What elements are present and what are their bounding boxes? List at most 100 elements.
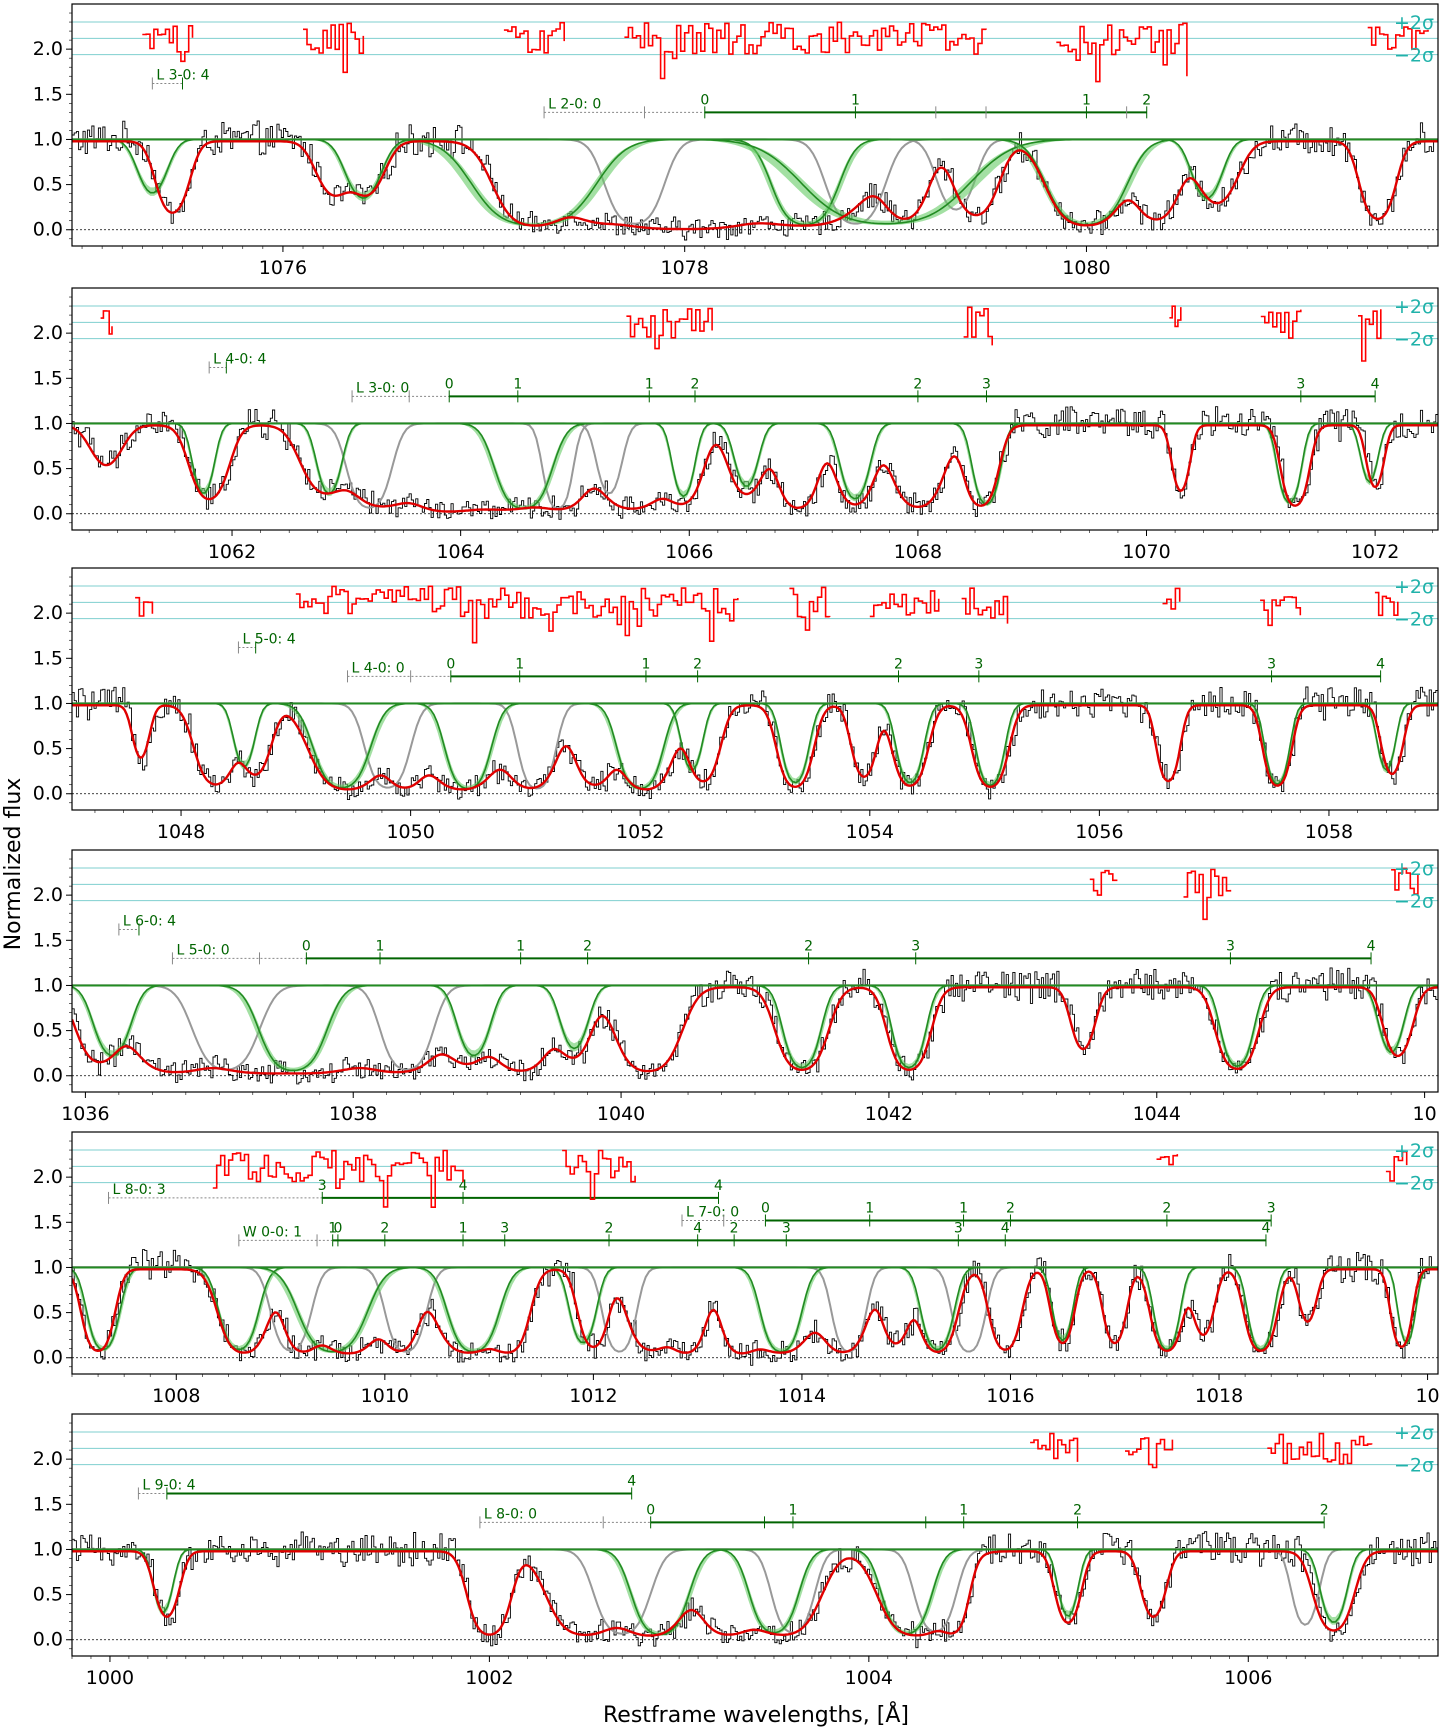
component-band xyxy=(72,1267,1438,1352)
line-system-2: L 4-0: 0 0 1 1 2 2 3 3 4 xyxy=(346,656,1385,683)
component-profile xyxy=(72,1266,1438,1351)
sigma-minus-label: −2σ xyxy=(1394,1173,1434,1195)
other-profile xyxy=(72,1266,1438,1352)
x-tick-label: 10 xyxy=(1413,1103,1437,1125)
sigma-minus-label: −2σ xyxy=(1394,45,1434,67)
system-tick-label: 4 xyxy=(627,1473,636,1489)
system-tick-label: 2 xyxy=(1073,1502,1082,1518)
panel-4: L 6-0: 4L 5-0: 0 0 1 1 2 2 3 3 4 +2σ −2σ 0.0 0.5 1.0 1… xyxy=(33,849,1439,1125)
total-model xyxy=(72,1550,1438,1637)
system-tick-label: 3 xyxy=(318,1178,327,1194)
system-tick-label: 1 xyxy=(959,1502,968,1518)
residual-segment xyxy=(1030,1432,1079,1462)
residual-segment xyxy=(869,590,940,618)
component-profile xyxy=(72,702,1438,787)
system-tick-label: 4 xyxy=(1367,938,1376,954)
panel-frame xyxy=(71,1413,1439,1657)
system-label: L 3-0: 4 xyxy=(156,67,209,83)
panel-plot-area: L 3-0: 4 L 2-0: 0 0 1 1 2 xyxy=(72,21,1438,241)
system-tick-label: 2 xyxy=(1162,1200,1171,1216)
component-band xyxy=(72,985,1438,1070)
component-profile xyxy=(72,702,1438,771)
x-tick-label: 1080 xyxy=(1062,257,1110,279)
system-label: W 0-0: 1 xyxy=(243,1224,302,1240)
system-tick-label: 0 xyxy=(445,376,454,392)
system-tick-label: 2 xyxy=(804,938,813,954)
system-tick-label: 2 xyxy=(380,1220,389,1236)
x-tick-label: 1006 xyxy=(1224,1667,1272,1689)
sigma-plus-label: +2σ xyxy=(1394,858,1434,880)
system-label: L 4-0: 4 xyxy=(213,351,266,367)
residual-segment xyxy=(1156,1154,1179,1166)
system-tick-label: 4 xyxy=(1001,1220,1010,1236)
x-tick-label: 1040 xyxy=(597,1103,645,1125)
residual-segment xyxy=(1260,596,1302,627)
residual-segment xyxy=(295,585,739,644)
x-tick-label: 1072 xyxy=(1351,541,1399,563)
residual-segment xyxy=(1183,868,1232,921)
y-tick-label: 0.0 xyxy=(33,783,63,805)
system-label: L 3-0: 0 xyxy=(356,380,409,396)
y-tick-label: 1.5 xyxy=(33,83,63,105)
y-tick-label: 1.0 xyxy=(33,974,63,996)
total-model xyxy=(72,1268,1438,1355)
component-profile xyxy=(72,702,1438,784)
x-tick-label: 1000 xyxy=(86,1667,134,1689)
panel-plot-area: L 5-0: 4 L 4-0: 0 0 1 1 2 2 3 3 4 xyxy=(72,585,1438,801)
component-profile xyxy=(72,984,1438,1069)
residual-segment xyxy=(1169,305,1182,328)
system-tick-label: 1 xyxy=(513,376,522,392)
residual-segment xyxy=(1125,1437,1174,1469)
component-band xyxy=(72,703,1438,785)
system-tick-label: 4 xyxy=(459,1178,468,1194)
system-label: L 6-0: 4 xyxy=(123,913,176,929)
component-band xyxy=(72,703,1438,773)
component-profile xyxy=(72,1266,1438,1353)
x-tick-label: 1054 xyxy=(846,821,894,843)
x-tick-label: 1048 xyxy=(157,821,205,843)
system-tick-label: 2 xyxy=(913,376,922,392)
y-tick-label: 1.5 xyxy=(33,1211,63,1233)
component-profile xyxy=(72,702,1438,772)
total-model xyxy=(72,986,1438,1075)
residual-segment xyxy=(1162,587,1181,610)
residual-segment xyxy=(503,21,565,54)
panel-plot-area: L 6-0: 4L 5-0: 0 0 1 1 2 2 3 3 4 xyxy=(72,867,1438,1085)
observed-spectrum xyxy=(72,1249,1438,1366)
system-tick-label: 1 xyxy=(459,1220,468,1236)
component-band xyxy=(72,703,1438,770)
system-label: L 8-0: 0 xyxy=(484,1506,537,1522)
system-tick-label: 0 xyxy=(646,1502,655,1518)
system-tick-label: 2 xyxy=(583,938,592,954)
system-label: L 5-0: 0 xyxy=(176,942,229,958)
sigma-minus-label: −2σ xyxy=(1394,891,1434,913)
observed-spectrum xyxy=(72,686,1438,801)
system-tick-label: 3 xyxy=(1267,1200,1276,1216)
x-tick-label: 1056 xyxy=(1075,821,1123,843)
system-tick-label: 3 xyxy=(782,1220,791,1236)
other-profile xyxy=(72,984,1438,1071)
component-band xyxy=(72,985,1438,1070)
system-tick-label: 1 xyxy=(851,92,860,108)
x-tick-label: 1050 xyxy=(386,821,434,843)
system-tick-label: 2 xyxy=(605,1220,614,1236)
x-tick-label: 1038 xyxy=(329,1103,377,1125)
residual-segment xyxy=(1374,591,1399,617)
y-tick-label: 2.0 xyxy=(33,38,63,60)
component-profile xyxy=(72,702,1438,786)
y-tick-label: 0.5 xyxy=(33,174,63,196)
system-tick-label: 3 xyxy=(911,938,920,954)
y-tick-label: 1.0 xyxy=(33,1256,63,1278)
panel-frame xyxy=(71,1131,1439,1375)
component-band xyxy=(72,703,1438,774)
line-system-2: L 2-0: 0 0 1 1 2 xyxy=(543,92,1151,119)
panel-plot-area: L 9-0: 4 4 L 8-0: 0 0 1 1 2 2 xyxy=(72,1431,1438,1649)
component-profile xyxy=(72,1266,1438,1351)
component-profile xyxy=(72,984,1438,1069)
y-tick-label: 2.0 xyxy=(33,602,63,624)
system-tick-label: 3 xyxy=(500,1220,509,1236)
panel-frame xyxy=(71,849,1439,1093)
y-axis-label: Normalized flux xyxy=(1,778,26,951)
component-band xyxy=(72,1267,1438,1352)
panel-2: L 4-0: 4 L 3-0: 0 0 1 1 2 2 3 3 4 +2σ −2σ 0.0 0.5 1.0 1… xyxy=(33,287,1439,563)
